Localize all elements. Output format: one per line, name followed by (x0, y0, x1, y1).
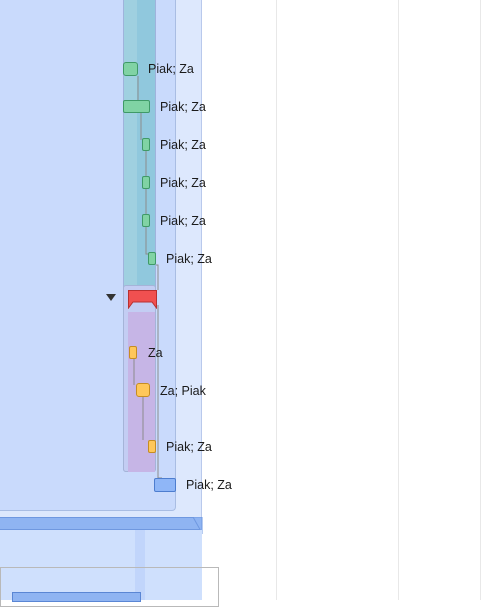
task-label: Piak; Za (148, 62, 194, 76)
lane-strip-lower (135, 530, 145, 600)
task-bar[interactable] (154, 478, 176, 492)
task-bar[interactable] (148, 440, 156, 453)
gridline (398, 0, 399, 600)
task-bar[interactable] (142, 176, 150, 189)
task-bar[interactable] (123, 100, 150, 113)
task-label: Piak; Za (186, 478, 232, 492)
task-label: Piak; Za (160, 214, 206, 228)
gridline (276, 0, 277, 600)
task-bar[interactable] (142, 138, 150, 151)
task-label: Piak; Za (166, 440, 212, 454)
swimlane-band-lower (0, 530, 202, 600)
task-label: Piak; Za (160, 138, 206, 152)
triangle-down-icon[interactable] (106, 294, 116, 302)
red-flag-icon[interactable] (128, 290, 157, 309)
summary-bar[interactable] (0, 517, 202, 530)
summary-bar[interactable] (12, 592, 141, 602)
task-bar[interactable] (129, 346, 137, 359)
task-bar[interactable] (142, 214, 150, 227)
task-bar[interactable] (148, 252, 156, 265)
task-label: Za; Piak (160, 384, 206, 398)
summary-bar-end (193, 517, 203, 534)
task-label: Piak; Za (160, 100, 206, 114)
task-label: Za (148, 346, 163, 360)
band-border (201, 0, 202, 600)
task-label: Piak; Za (166, 252, 212, 266)
task-label: Piak; Za (160, 176, 206, 190)
gridline (480, 0, 481, 600)
task-bar[interactable] (136, 383, 150, 397)
task-bar[interactable] (123, 62, 138, 76)
